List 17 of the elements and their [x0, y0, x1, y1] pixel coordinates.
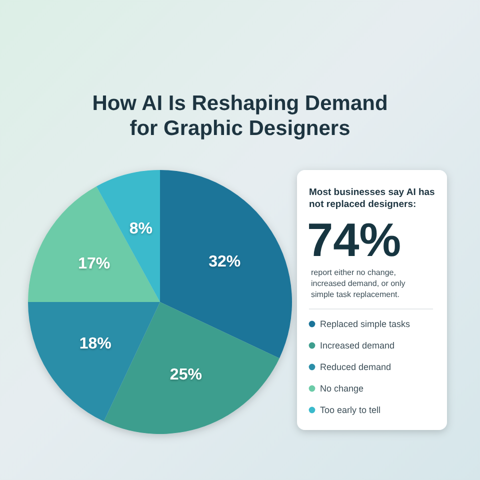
text: 74%	[307, 213, 402, 266]
legend-label: Too early to tell	[320, 405, 381, 415]
text: report either no change, increased demand, or only simple task replacement.	[311, 268, 406, 299]
chart-title: How AI Is Reshaping Demand for Graphic Designers	[92, 92, 388, 140]
pie-slice	[28, 302, 160, 422]
legend-label: Reduced demand	[320, 362, 392, 372]
data-label: 18%	[79, 336, 112, 353]
legend-label: Replaced simple tasks	[320, 319, 411, 329]
legend-label: Increased demand	[320, 340, 395, 350]
data-label: 32%	[208, 254, 241, 271]
data-label: 25%	[170, 366, 202, 384]
legend-label: No change	[320, 384, 364, 394]
text: Most businesses say AI has not replaced designers:	[309, 187, 435, 210]
data-label: 8%	[129, 220, 153, 238]
pie-slice	[160, 170, 292, 358]
data-label: 17%	[78, 256, 110, 273]
pie-slice	[28, 186, 160, 302]
